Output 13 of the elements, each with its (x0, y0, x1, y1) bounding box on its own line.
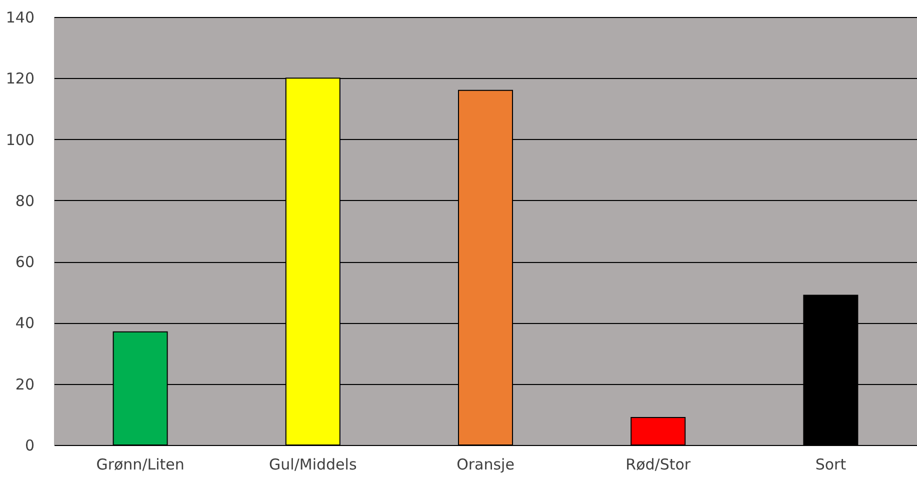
y-tick-label: 100 (6, 130, 34, 149)
x-tick-label: Gul/Middels (269, 456, 357, 474)
x-tick-label: Grønn/Liten (96, 456, 184, 474)
y-tick-label: 120 (6, 70, 34, 88)
x-tick-label: Rød/Stor (626, 456, 692, 474)
x-tick-label: Sort (815, 456, 846, 474)
y-tick-label: 20 (15, 375, 34, 394)
x-tick-label: Oransje (456, 456, 514, 474)
y-tick-label: 140 (6, 8, 34, 26)
y-tick-label: 60 (15, 253, 34, 272)
y-tick-label: 80 (15, 192, 34, 210)
y-tick-label: 40 (15, 314, 34, 332)
y-tick-label: 0 (24, 436, 34, 454)
